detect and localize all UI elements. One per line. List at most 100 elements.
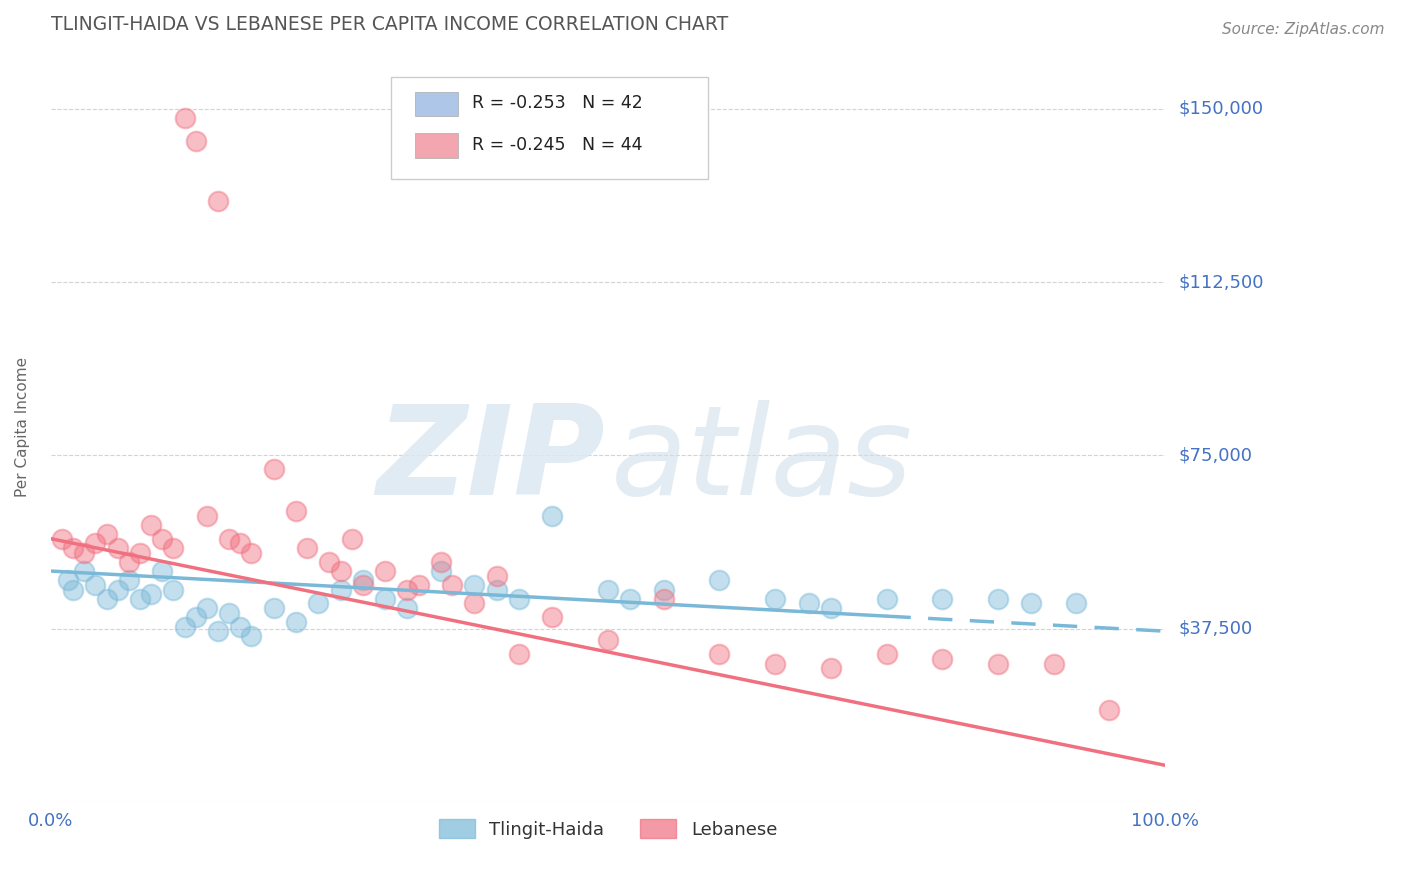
- Point: [62, 582, 84, 597]
- Text: $75,000: $75,000: [1180, 447, 1253, 465]
- Point: [62, 541, 84, 555]
- Point: [184, 610, 207, 624]
- Point: [139, 587, 162, 601]
- Point: [987, 591, 1010, 606]
- Point: [318, 555, 340, 569]
- Point: [374, 591, 396, 606]
- Point: [162, 541, 184, 555]
- Text: R = -0.253   N = 42: R = -0.253 N = 42: [472, 95, 643, 112]
- Point: [430, 564, 453, 578]
- Text: $112,500: $112,500: [1180, 273, 1264, 291]
- Point: [1021, 596, 1043, 610]
- Point: [652, 582, 675, 597]
- Point: [340, 532, 363, 546]
- Point: [709, 648, 731, 662]
- Text: ZIP: ZIP: [375, 400, 605, 521]
- Point: [987, 657, 1010, 671]
- Point: [184, 134, 207, 148]
- Point: [173, 111, 195, 125]
- Point: [797, 596, 820, 610]
- Point: [285, 615, 308, 629]
- Point: [263, 462, 285, 476]
- Point: [240, 629, 263, 643]
- Point: [150, 532, 173, 546]
- Point: [107, 541, 129, 555]
- FancyBboxPatch shape: [415, 134, 457, 158]
- Point: [84, 536, 107, 550]
- Point: [485, 568, 508, 582]
- Point: [541, 508, 564, 523]
- Point: [820, 661, 842, 675]
- Point: [463, 596, 485, 610]
- Point: [263, 601, 285, 615]
- Point: [619, 591, 641, 606]
- Point: [763, 657, 786, 671]
- Point: [173, 619, 195, 633]
- Point: [96, 591, 118, 606]
- Point: [285, 504, 308, 518]
- FancyBboxPatch shape: [415, 92, 457, 116]
- Text: $37,500: $37,500: [1180, 620, 1253, 638]
- Point: [218, 606, 240, 620]
- Point: [396, 582, 419, 597]
- Point: [162, 582, 184, 597]
- Point: [150, 564, 173, 578]
- Point: [129, 591, 152, 606]
- Point: [485, 582, 508, 597]
- Point: [374, 564, 396, 578]
- Point: [207, 624, 229, 639]
- Point: [931, 652, 953, 666]
- Point: [652, 591, 675, 606]
- Point: [352, 578, 374, 592]
- Point: [118, 555, 141, 569]
- Point: [107, 582, 129, 597]
- Point: [1098, 703, 1121, 717]
- Point: [931, 591, 953, 606]
- Point: [240, 545, 263, 559]
- Point: [56, 574, 79, 588]
- Point: [195, 508, 218, 523]
- Point: [329, 582, 352, 597]
- Text: $150,000: $150,000: [1180, 100, 1264, 118]
- Point: [763, 591, 786, 606]
- Point: [430, 555, 453, 569]
- Point: [463, 578, 485, 592]
- Point: [51, 532, 73, 546]
- Text: TLINGIT-HAIDA VS LEBANESE PER CAPITA INCOME CORRELATION CHART: TLINGIT-HAIDA VS LEBANESE PER CAPITA INC…: [51, 15, 728, 34]
- Point: [1064, 596, 1087, 610]
- Point: [129, 545, 152, 559]
- Point: [139, 517, 162, 532]
- Point: [396, 601, 419, 615]
- Point: [596, 582, 619, 597]
- Text: Source: ZipAtlas.com: Source: ZipAtlas.com: [1222, 22, 1385, 37]
- Point: [96, 527, 118, 541]
- Point: [541, 610, 564, 624]
- Point: [218, 532, 240, 546]
- Point: [207, 194, 229, 208]
- Y-axis label: Per Capita Income: Per Capita Income: [15, 357, 30, 497]
- Point: [876, 648, 898, 662]
- Point: [352, 574, 374, 588]
- Text: R = -0.245   N = 44: R = -0.245 N = 44: [472, 136, 643, 153]
- Point: [508, 648, 530, 662]
- Point: [73, 564, 96, 578]
- Point: [229, 536, 252, 550]
- Point: [195, 601, 218, 615]
- Point: [709, 574, 731, 588]
- Point: [596, 633, 619, 648]
- Point: [508, 591, 530, 606]
- Point: [73, 545, 96, 559]
- Point: [1042, 657, 1064, 671]
- Point: [329, 564, 352, 578]
- Point: [229, 619, 252, 633]
- Point: [84, 578, 107, 592]
- FancyBboxPatch shape: [391, 77, 709, 178]
- Point: [820, 601, 842, 615]
- Point: [118, 574, 141, 588]
- Point: [876, 591, 898, 606]
- Point: [440, 578, 463, 592]
- Legend: Tlingit-Haida, Lebanese: Tlingit-Haida, Lebanese: [432, 812, 785, 846]
- Text: atlas: atlas: [612, 400, 914, 521]
- Point: [295, 541, 318, 555]
- Point: [408, 578, 430, 592]
